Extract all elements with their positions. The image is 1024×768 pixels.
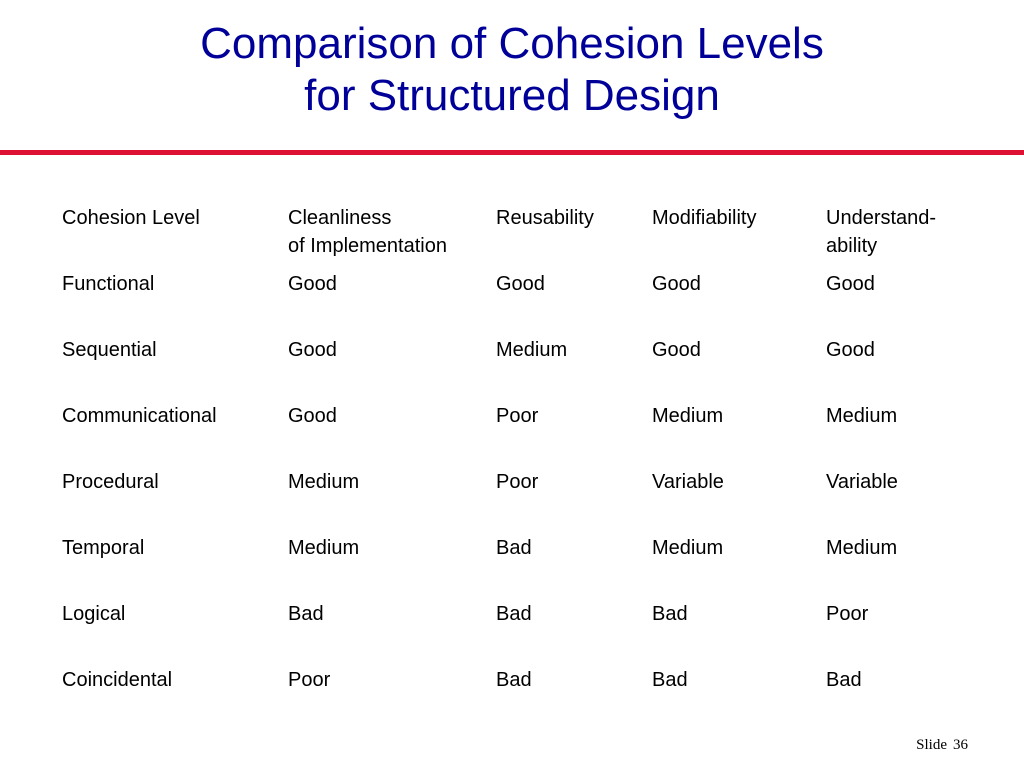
table-row: Procedural Medium Poor Variable Variable xyxy=(62,468,966,534)
table-cell: Poor xyxy=(496,405,539,427)
table-row: Functional Good Good Good Good xyxy=(62,270,966,336)
table-cell: Bad xyxy=(496,669,532,691)
table-cell: Temporal xyxy=(62,537,145,559)
table-cell: Poor xyxy=(288,669,331,691)
header-cleanliness: Cleanliness of Implementation xyxy=(288,207,447,257)
table-cell: Good xyxy=(826,273,875,295)
table-row: Sequential Good Medium Good Good xyxy=(62,336,966,402)
table-cell: Sequential xyxy=(62,339,157,361)
table-header-row: Cohesion Level Cleanliness of Implementa… xyxy=(62,204,966,270)
table-cell: Variable xyxy=(826,471,898,493)
table-cell: Good xyxy=(288,405,337,427)
table-cell: Medium xyxy=(288,537,360,559)
table-cell: Bad xyxy=(496,603,532,625)
table-cell: Bad xyxy=(652,603,688,625)
table-cell: Communicational xyxy=(62,405,217,427)
table-cell: Logical xyxy=(62,603,126,625)
table-cell: Good xyxy=(652,339,701,361)
table-row: Communicational Good Poor Medium Medium xyxy=(62,402,966,468)
slide-title: Comparison of Cohesion Levels for Struct… xyxy=(0,18,1024,122)
table-cell: Variable xyxy=(652,471,724,493)
table-cell: Functional xyxy=(62,273,155,295)
table-cell: Good xyxy=(826,339,875,361)
table-cell: Good xyxy=(288,339,337,361)
slide-number: 36 xyxy=(953,737,968,753)
slide-title-line-1: Comparison of Cohesion Levels xyxy=(200,19,824,68)
table-cell: Medium xyxy=(652,405,724,427)
table-cell: Medium xyxy=(826,537,898,559)
title-divider xyxy=(0,150,1024,155)
table-cell: Poor xyxy=(496,471,539,493)
table-cell: Medium xyxy=(826,405,898,427)
header-understandability: Understand-ability xyxy=(826,207,937,257)
slide-title-line-2: for Structured Design xyxy=(304,71,720,120)
table-cell: Medium xyxy=(652,537,724,559)
table-row: Logical Bad Bad Bad Poor xyxy=(62,600,966,666)
table-cell: Medium xyxy=(288,471,360,493)
slide-label: Slide xyxy=(916,737,947,753)
table-cell: Bad xyxy=(826,669,862,691)
table-cell: Procedural xyxy=(62,471,159,493)
cohesion-comparison-table: Cohesion Level Cleanliness of Implementa… xyxy=(62,204,966,732)
table-cell: Bad xyxy=(496,537,532,559)
table-cell: Good xyxy=(288,273,337,295)
slide-footer: Slide 36 xyxy=(916,737,968,754)
table-cell: Bad xyxy=(652,669,688,691)
header-modifiability: Modifiability xyxy=(652,207,757,229)
table-cell: Bad xyxy=(288,603,324,625)
table-cell: Good xyxy=(496,273,545,295)
table-row: Coincidental Poor Bad Bad Bad xyxy=(62,666,966,732)
header-reusability: Reusability xyxy=(496,207,594,229)
table-cell: Poor xyxy=(826,603,869,625)
table-row: Temporal Medium Bad Medium Medium xyxy=(62,534,966,600)
table-cell: Medium xyxy=(496,339,568,361)
table-cell: Coincidental xyxy=(62,669,173,691)
table-cell: Good xyxy=(652,273,701,295)
header-cohesion-level: Cohesion Level xyxy=(62,207,200,229)
